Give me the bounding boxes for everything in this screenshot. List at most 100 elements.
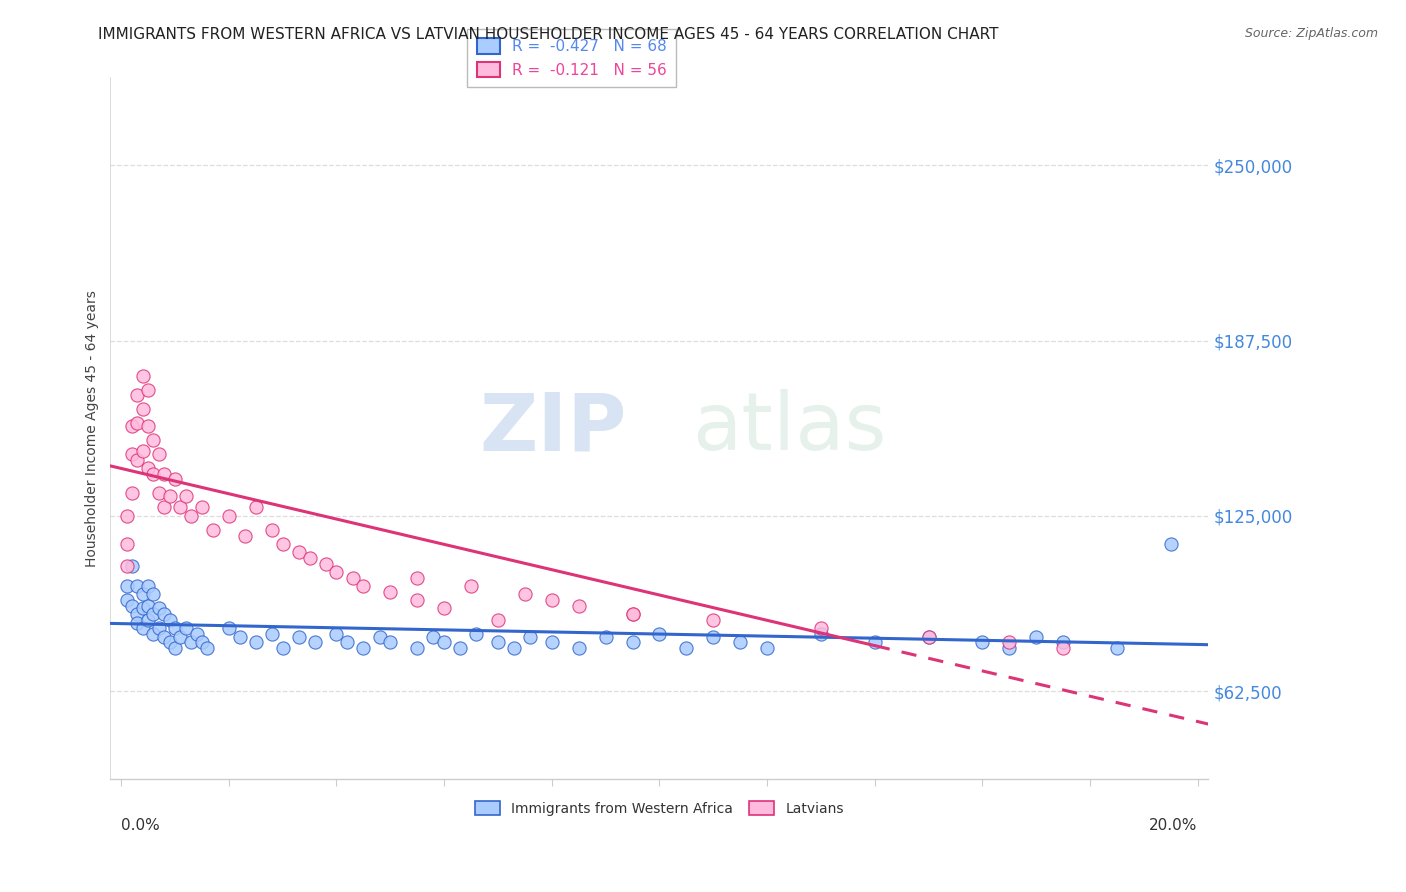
Point	[260, 626, 283, 640]
Point	[201, 523, 224, 537]
Point	[115, 508, 138, 523]
Point	[218, 508, 240, 523]
Point	[540, 593, 562, 607]
Point	[233, 528, 256, 542]
Point	[195, 640, 218, 655]
Point	[131, 621, 153, 635]
Point	[595, 630, 617, 644]
Point	[121, 419, 143, 434]
Point	[121, 447, 143, 461]
Point	[352, 579, 374, 593]
Point	[1160, 537, 1182, 551]
Point	[136, 383, 159, 397]
Point	[298, 551, 321, 566]
Point	[315, 557, 337, 571]
Point	[486, 613, 509, 627]
Point	[136, 579, 159, 593]
Point	[136, 613, 159, 627]
Point	[1105, 640, 1128, 655]
Point	[131, 402, 153, 417]
Point	[191, 635, 214, 649]
Point	[131, 601, 153, 615]
Point	[271, 640, 294, 655]
Point	[131, 368, 153, 383]
Point	[621, 635, 644, 649]
Point	[142, 433, 165, 447]
Point	[288, 545, 311, 559]
Point	[648, 626, 671, 640]
Point	[131, 587, 153, 601]
Point	[131, 444, 153, 458]
Point	[810, 621, 832, 635]
Point	[433, 635, 456, 649]
Point	[127, 607, 149, 621]
Point	[406, 593, 429, 607]
Point	[153, 630, 176, 644]
Point	[245, 635, 267, 649]
Point	[702, 630, 724, 644]
Point	[342, 571, 364, 585]
Point	[998, 640, 1021, 655]
Point	[163, 472, 186, 486]
Point	[568, 640, 591, 655]
Point	[153, 467, 176, 481]
Text: 0.0%: 0.0%	[121, 818, 160, 833]
Point	[1052, 640, 1074, 655]
Point	[136, 461, 159, 475]
Point	[127, 579, 149, 593]
Legend: Immigrants from Western Africa, Latvians: Immigrants from Western Africa, Latvians	[470, 795, 849, 822]
Point	[245, 500, 267, 515]
Point	[136, 419, 159, 434]
Point	[568, 599, 591, 613]
Point	[180, 508, 202, 523]
Point	[621, 607, 644, 621]
Point	[810, 626, 832, 640]
Point	[115, 579, 138, 593]
Point	[142, 626, 165, 640]
Point	[486, 635, 509, 649]
Point	[336, 635, 359, 649]
Point	[127, 388, 149, 402]
Point	[998, 635, 1021, 649]
Point	[153, 607, 176, 621]
Point	[186, 626, 208, 640]
Point	[863, 635, 886, 649]
Point	[702, 613, 724, 627]
Point	[163, 640, 186, 655]
Text: IMMIGRANTS FROM WESTERN AFRICA VS LATVIAN HOUSEHOLDER INCOME AGES 45 - 64 YEARS : IMMIGRANTS FROM WESTERN AFRICA VS LATVIA…	[98, 27, 998, 42]
Point	[433, 601, 456, 615]
Point	[449, 640, 471, 655]
Point	[260, 523, 283, 537]
Point	[513, 587, 536, 601]
Point	[174, 489, 197, 503]
Point	[159, 613, 181, 627]
Point	[465, 626, 488, 640]
Point	[422, 630, 444, 644]
Point	[153, 500, 176, 515]
Point	[621, 607, 644, 621]
Point	[917, 630, 939, 644]
Point	[121, 486, 143, 500]
Y-axis label: Householder Income Ages 45 - 64 years: Householder Income Ages 45 - 64 years	[86, 290, 100, 566]
Point	[325, 626, 347, 640]
Point	[191, 500, 214, 515]
Point	[148, 447, 170, 461]
Point	[972, 635, 994, 649]
Point	[917, 630, 939, 644]
Point	[169, 630, 191, 644]
Point	[228, 630, 250, 644]
Point	[728, 635, 751, 649]
Point	[540, 635, 562, 649]
Point	[325, 565, 347, 579]
Point	[121, 559, 143, 574]
Point	[352, 640, 374, 655]
Point	[406, 640, 429, 655]
Point	[136, 599, 159, 613]
Point	[368, 630, 391, 644]
Point	[142, 587, 165, 601]
Point	[148, 601, 170, 615]
Point	[115, 559, 138, 574]
Point	[380, 635, 402, 649]
Point	[121, 599, 143, 613]
Point	[127, 452, 149, 467]
